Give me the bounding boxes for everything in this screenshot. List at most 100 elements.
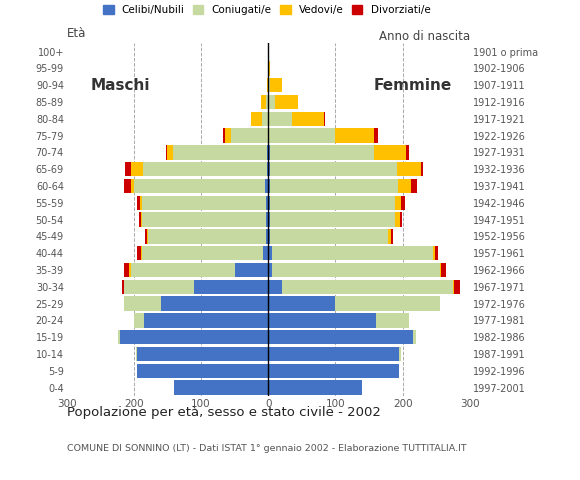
- Bar: [268, 229, 270, 243]
- Bar: [270, 229, 388, 243]
- Bar: [271, 246, 433, 260]
- Bar: [268, 213, 270, 227]
- Bar: [136, 196, 140, 210]
- Bar: [266, 229, 268, 243]
- Bar: [130, 162, 143, 176]
- Bar: [122, 280, 124, 294]
- Bar: [174, 381, 268, 395]
- Bar: [268, 263, 271, 277]
- Bar: [376, 313, 409, 327]
- Bar: [400, 213, 402, 227]
- Bar: [441, 263, 446, 277]
- Bar: [266, 213, 268, 227]
- Bar: [142, 213, 266, 227]
- Bar: [121, 330, 268, 344]
- Bar: [263, 246, 268, 260]
- Bar: [394, 196, 401, 210]
- Bar: [335, 297, 440, 311]
- Bar: [173, 145, 267, 159]
- Bar: [267, 78, 268, 92]
- Bar: [268, 145, 270, 159]
- Bar: [399, 347, 401, 361]
- Bar: [267, 162, 268, 176]
- Bar: [268, 364, 399, 378]
- Bar: [268, 297, 335, 311]
- Bar: [440, 263, 441, 277]
- Bar: [124, 263, 129, 277]
- Legend: Celibi/Nubili, Coniugati/e, Vedovi/e, Divorziati/e: Celibi/Nubili, Coniugati/e, Vedovi/e, Di…: [103, 5, 430, 15]
- Bar: [268, 246, 271, 260]
- Bar: [292, 112, 324, 126]
- Bar: [124, 297, 161, 311]
- Bar: [235, 263, 268, 277]
- Bar: [324, 112, 325, 126]
- Bar: [268, 162, 270, 176]
- Bar: [168, 145, 173, 159]
- Bar: [142, 246, 263, 260]
- Bar: [406, 145, 409, 159]
- Bar: [268, 129, 335, 143]
- Bar: [265, 179, 268, 193]
- Bar: [270, 179, 398, 193]
- Bar: [161, 297, 268, 311]
- Bar: [398, 179, 411, 193]
- Bar: [139, 213, 140, 227]
- Bar: [223, 129, 224, 143]
- Text: Anno di nascita: Anno di nascita: [379, 30, 470, 43]
- Bar: [268, 112, 292, 126]
- Text: COMUNE DI SONNINO (LT) - Dati ISTAT 1° gennaio 2002 - Elaborazione TUTTITALIA.IT: COMUNE DI SONNINO (LT) - Dati ISTAT 1° g…: [67, 444, 466, 453]
- Bar: [435, 246, 438, 260]
- Bar: [335, 129, 375, 143]
- Bar: [231, 129, 268, 143]
- Bar: [137, 246, 140, 260]
- Bar: [270, 78, 282, 92]
- Bar: [270, 145, 374, 159]
- Bar: [194, 280, 268, 294]
- Text: Popolazione per età, sesso e stato civile - 2002: Popolazione per età, sesso e stato civil…: [67, 406, 380, 419]
- Bar: [270, 213, 394, 227]
- Bar: [268, 381, 362, 395]
- Bar: [375, 129, 378, 143]
- Bar: [413, 330, 416, 344]
- Bar: [420, 162, 423, 176]
- Bar: [267, 145, 268, 159]
- Bar: [140, 246, 142, 260]
- Bar: [397, 162, 420, 176]
- Text: Maschi: Maschi: [90, 78, 150, 93]
- Bar: [374, 145, 406, 159]
- Bar: [224, 129, 231, 143]
- Bar: [261, 95, 266, 109]
- Bar: [268, 78, 270, 92]
- Bar: [166, 145, 168, 159]
- Bar: [433, 246, 435, 260]
- Bar: [268, 196, 270, 210]
- Bar: [118, 330, 121, 344]
- Bar: [388, 229, 391, 243]
- Bar: [142, 196, 266, 210]
- Bar: [270, 162, 397, 176]
- Bar: [147, 229, 148, 243]
- Bar: [268, 95, 275, 109]
- Bar: [268, 179, 270, 193]
- Bar: [394, 213, 400, 227]
- Bar: [270, 196, 394, 210]
- Bar: [268, 330, 413, 344]
- Text: Femmine: Femmine: [374, 78, 452, 93]
- Bar: [454, 280, 460, 294]
- Bar: [411, 179, 416, 193]
- Bar: [125, 162, 130, 176]
- Bar: [130, 263, 235, 277]
- Bar: [130, 179, 134, 193]
- Bar: [144, 313, 268, 327]
- Bar: [252, 112, 262, 126]
- Bar: [268, 61, 270, 75]
- Bar: [137, 347, 268, 361]
- Bar: [140, 213, 142, 227]
- Text: Età: Età: [67, 27, 86, 40]
- Bar: [144, 229, 147, 243]
- Bar: [268, 313, 376, 327]
- Bar: [143, 162, 267, 176]
- Bar: [268, 347, 399, 361]
- Bar: [124, 280, 194, 294]
- Bar: [134, 313, 144, 327]
